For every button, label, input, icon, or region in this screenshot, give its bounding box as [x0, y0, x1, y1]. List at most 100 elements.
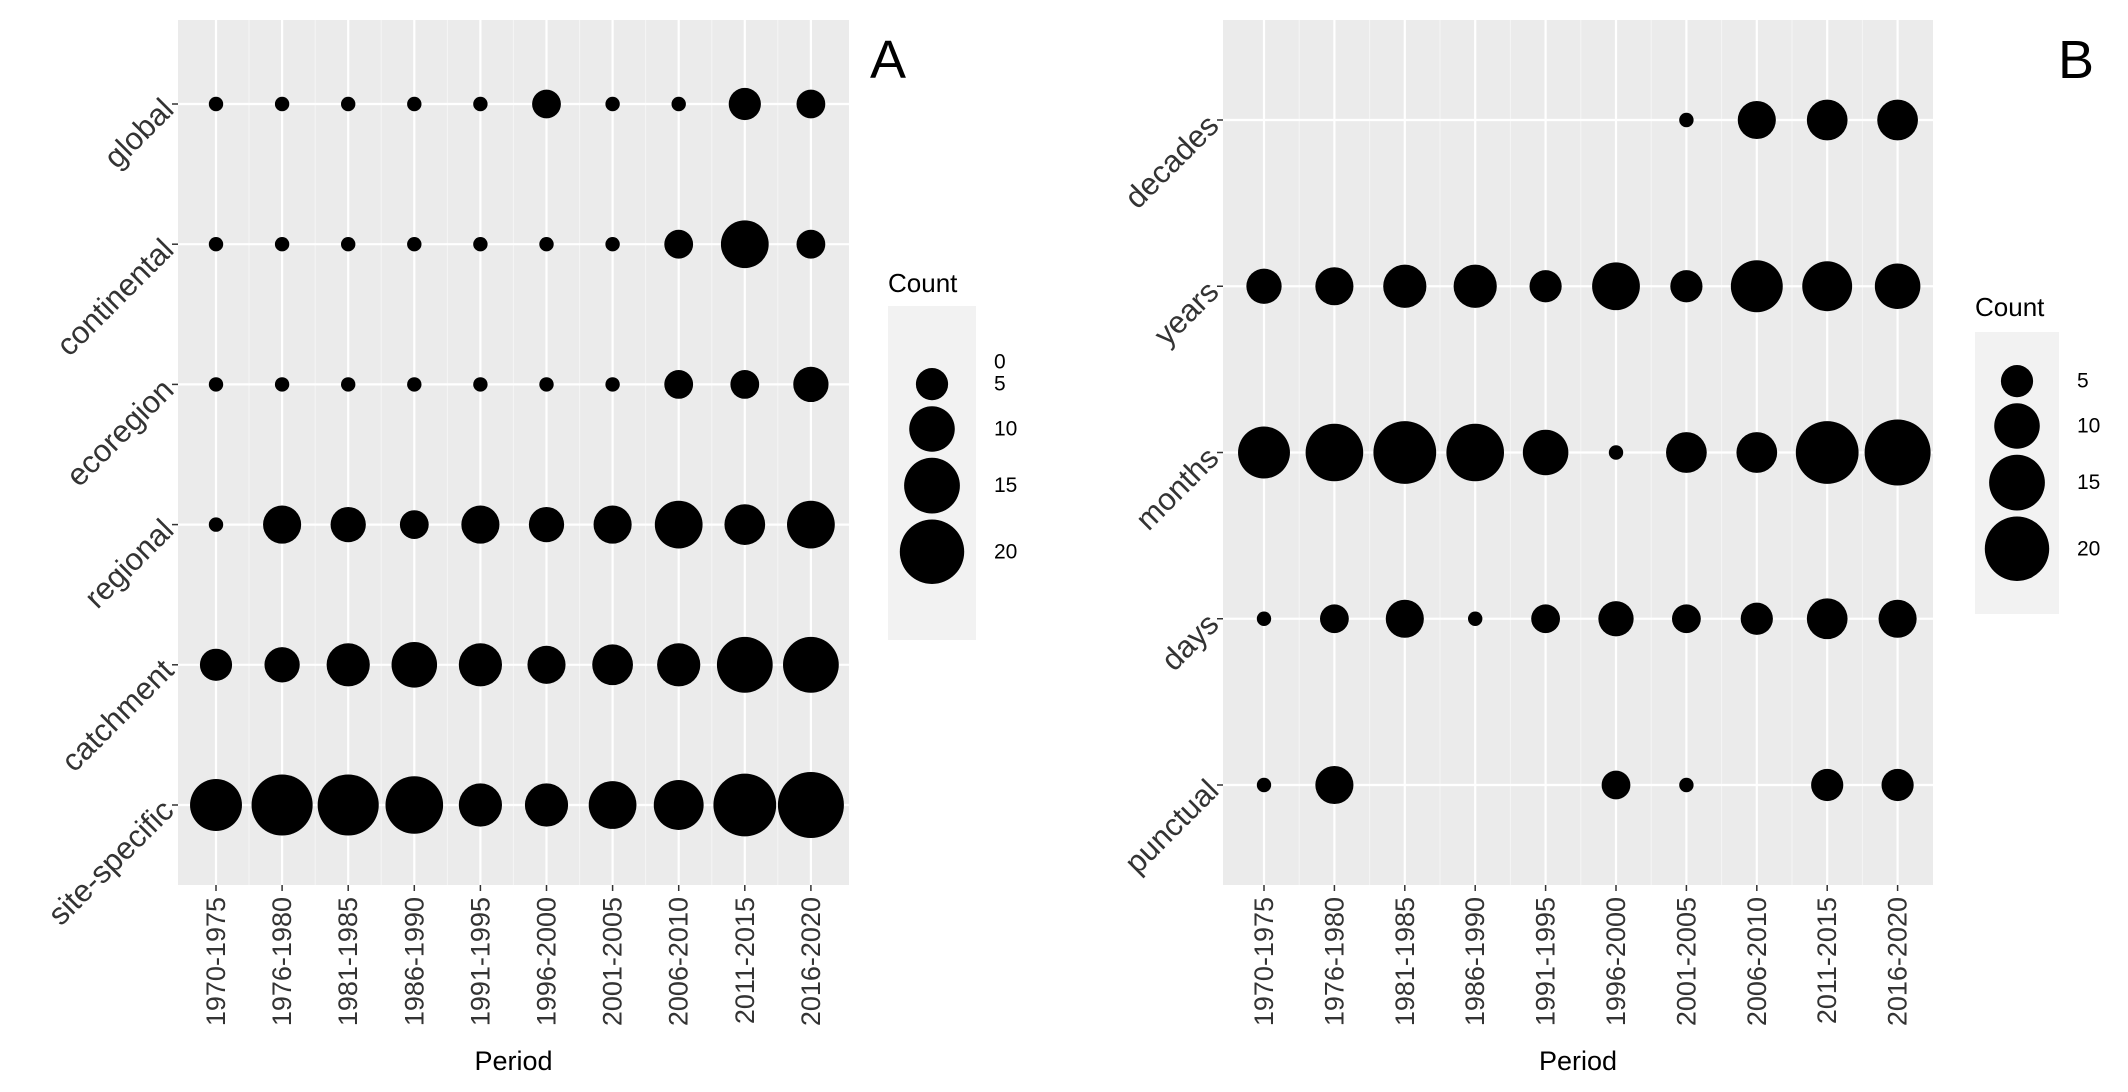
y-tick-label-catchment: catchment [54, 652, 180, 778]
x-tick-label-1976-1980: 1976-1980 [267, 897, 297, 1026]
bubble-ecoregion-2001-2005 [605, 377, 620, 392]
x-axis-title: Period [1539, 1046, 1617, 1076]
bubble-regional-1970-1975 [208, 517, 224, 532]
bubble-years-2001-2005 [1670, 270, 1703, 303]
size-legend: Count 5 10 15 20 [1975, 292, 2100, 614]
bubble-catchment-2001-2005 [592, 644, 633, 686]
bubble-days-1981-1985 [1385, 599, 1424, 638]
x-tick-label-1981-1985: 1981-1985 [1390, 897, 1420, 1026]
bubble-catchment-1991-1995 [458, 643, 503, 687]
bubble-regional-2011-2015 [724, 504, 766, 545]
bubble-global-1986-1990 [407, 96, 422, 112]
bubble-continental-1991-1995 [473, 236, 488, 252]
y-tick-label-months: months [1129, 440, 1226, 537]
bubble-catchment-2006-2010 [657, 643, 701, 687]
bubble-decades-2006-2010 [1737, 100, 1776, 140]
legend-key-label: 15 [2077, 471, 2100, 494]
bubble-days-2016-2020 [1878, 599, 1917, 638]
bubble-continental-1996-2000 [539, 236, 554, 252]
bubble-regional-2001-2005 [593, 505, 632, 544]
bubble-punctual-2011-2015 [1811, 768, 1844, 802]
bubble-ecoregion-1991-1995 [473, 377, 488, 392]
bubble-regional-1981-1985 [330, 506, 366, 543]
bubble-global-1981-1985 [340, 96, 356, 112]
legend-key-circle [899, 519, 965, 584]
bubble-site-specific-1981-1985 [317, 774, 379, 836]
bubble-global-2016-2020 [796, 89, 826, 119]
bubble-continental-2011-2015 [720, 220, 769, 269]
bubble-continental-2016-2020 [796, 229, 826, 259]
bubble-punctual-1976-1980 [1315, 765, 1354, 805]
bubble-punctual-1996-2000 [1601, 770, 1631, 800]
legend-key-label: 15 [994, 474, 1017, 497]
bubble-years-1986-1990 [1453, 264, 1497, 308]
x-tick-label-2011-2015: 2011-2015 [1812, 897, 1842, 1024]
bubble-ecoregion-1976-1980 [274, 377, 290, 392]
legend-key-label: 10 [2077, 415, 2100, 438]
bubble-site-specific-2001-2005 [588, 781, 637, 829]
x-tick-label-1986-1990: 1986-1990 [399, 897, 429, 1026]
bubble-years-1976-1980 [1315, 267, 1354, 306]
legend-key-label: 0 [994, 351, 1006, 374]
x-tick-label-1996-2000: 1996-2000 [1601, 897, 1631, 1026]
bubble-catchment-1981-1985 [326, 643, 370, 687]
bubble-ecoregion-1986-1990 [407, 377, 422, 392]
bubble-days-2001-2005 [1671, 604, 1701, 634]
bubble-years-1970-1975 [1246, 268, 1282, 304]
bubble-global-1991-1995 [473, 96, 488, 112]
legend-key-circle [915, 368, 949, 401]
bubble-site-specific-1986-1990 [385, 776, 444, 834]
legend-key-circle [1989, 454, 2045, 511]
legend-key-circle [1994, 403, 2040, 449]
legend-key-label: 5 [2077, 370, 2089, 393]
bubble-continental-1981-1985 [340, 236, 356, 252]
bubble-regional-1996-2000 [528, 506, 565, 543]
bubble-months-1970-1975 [1238, 426, 1290, 479]
bubble-regional-1976-1980 [263, 505, 302, 544]
x-tick-label-1991-1995: 1991-1995 [465, 897, 495, 1026]
x-tick-label-1981-1985: 1981-1985 [333, 897, 363, 1026]
bubble-decades-2011-2015 [1806, 99, 1848, 141]
bubble-years-1991-1995 [1529, 270, 1562, 303]
size-legend: Count 05 10 15 20 [888, 268, 1017, 640]
bubble-regional-2006-2010 [654, 500, 703, 549]
bubble-days-1976-1980 [1319, 604, 1349, 634]
x-tick-label-2011-2015: 2011-2015 [730, 897, 760, 1024]
bubble-site-specific-2006-2010 [653, 780, 704, 830]
bubble-years-1996-2000 [1592, 262, 1640, 311]
bubble-days-1986-1990 [1467, 611, 1483, 626]
bubble-days-1970-1975 [1256, 611, 1272, 626]
bubble-global-1970-1975 [208, 96, 224, 112]
y-tick-label-global: global [97, 92, 180, 175]
bubble-catchment-1970-1975 [199, 648, 233, 681]
bubble-global-1996-2000 [532, 89, 561, 119]
bubble-global-1976-1980 [274, 96, 290, 112]
y-tick-label-site-specific: site-specific [41, 793, 180, 932]
bubble-ecoregion-2011-2015 [730, 369, 760, 399]
bubble-continental-1976-1980 [274, 236, 290, 252]
legend-key-label: 5 [994, 373, 1006, 396]
bubble-years-2006-2010 [1730, 260, 1783, 313]
bubble-catchment-1986-1990 [391, 642, 438, 688]
chart-panel-A: site-specific catchment regional ecoregionc… [41, 20, 1017, 1076]
y-tick-label-ecoregion: ecoregion [59, 372, 180, 493]
bubble-catchment-2016-2020 [783, 636, 839, 693]
bubble-months-2006-2010 [1736, 432, 1778, 473]
x-tick-label-1970-1975: 1970-1975 [201, 897, 231, 1026]
legend-title: Count [1975, 292, 2045, 322]
bubble-regional-2016-2020 [787, 500, 835, 549]
bubble-site-specific-1991-1995 [458, 783, 503, 827]
bubble-ecoregion-1981-1985 [340, 377, 356, 392]
legend-key-circle [1984, 516, 2050, 581]
bubble-continental-2001-2005 [605, 236, 620, 252]
y-tick-label-punctual: punctual [1118, 773, 1226, 881]
bubble-decades-2016-2020 [1877, 99, 1918, 141]
bubble-punctual-2016-2020 [1881, 768, 1914, 802]
y-tick-label-regional: regional [78, 512, 181, 615]
bubble-site-specific-1970-1975 [190, 779, 242, 831]
bubble-decades-2001-2005 [1679, 112, 1694, 128]
bubble-years-2011-2015 [1802, 261, 1853, 312]
x-tick-label-2001-2005: 2001-2005 [1671, 897, 1701, 1026]
legend-key-circle [2000, 365, 2034, 398]
x-tick-label-2001-2005: 2001-2005 [598, 897, 628, 1026]
